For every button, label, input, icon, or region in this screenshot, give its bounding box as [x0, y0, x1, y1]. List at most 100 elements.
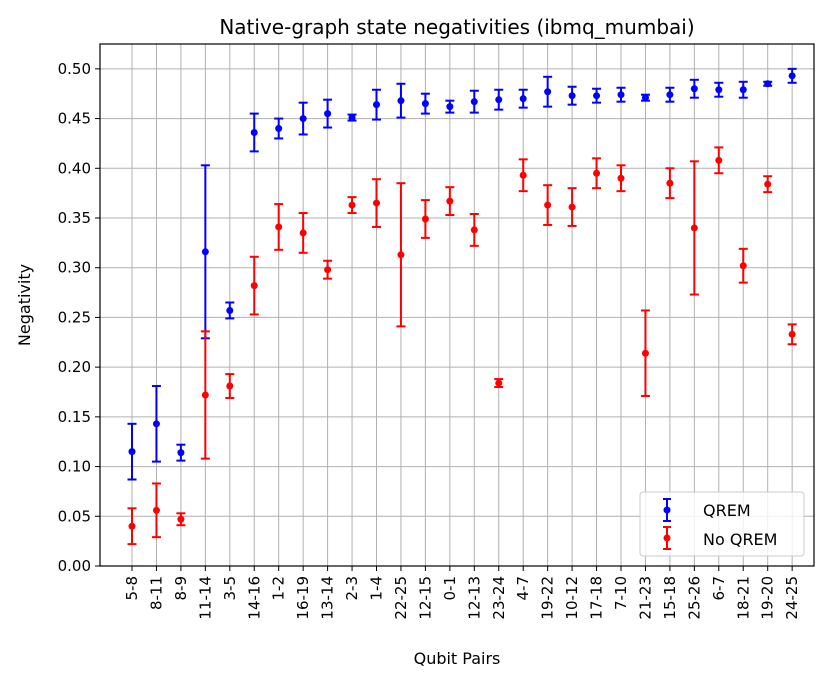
x-tick-label: 22-25 [392, 576, 410, 620]
data-point [568, 203, 576, 211]
x-tick-label: 8-11 [147, 576, 165, 610]
x-tick-label: 17-18 [588, 576, 606, 620]
x-tick-label: 12-13 [465, 576, 483, 620]
gridlines [100, 44, 814, 567]
data-point [739, 262, 747, 270]
data-point [373, 101, 380, 109]
data-point [152, 420, 160, 428]
data-point [641, 94, 649, 102]
data-point [764, 180, 772, 188]
x-tick-label: 6-7 [710, 576, 728, 601]
chart-title: Native-graph state negativities (ibmq_mu… [219, 15, 694, 39]
legend-entry-qrem: QREM [663, 498, 751, 522]
data-point [617, 174, 625, 182]
data-point [177, 449, 185, 457]
x-tick-label: 13-14 [319, 576, 337, 620]
data-point [568, 92, 576, 100]
legend-qrem-marker [663, 506, 671, 514]
x-tick-label: 0-1 [441, 576, 459, 601]
series-qrem [127, 67, 797, 481]
data-point [690, 224, 698, 232]
x-tick-label: 11-14 [196, 576, 214, 620]
data-point [201, 391, 209, 399]
data-point [666, 179, 674, 187]
x-tick-label: 2-3 [343, 576, 361, 601]
data-point [226, 306, 234, 314]
data-point [641, 349, 649, 357]
x-tick-label: 14-16 [245, 576, 263, 620]
x-axis: 5-8 8-11 8-9 11-14 3-5 14-16 1-2 16-19 13-14 2-3 1… [123, 566, 801, 620]
y-tick-label: 0.00 [58, 557, 91, 575]
data-point [666, 91, 674, 99]
y-tick-label: 0.10 [58, 458, 91, 476]
x-tick-label: 24-25 [783, 576, 801, 620]
data-point [715, 156, 723, 164]
data-point [348, 201, 356, 209]
legend-no-qrem-marker [663, 534, 671, 542]
data-point [715, 86, 723, 94]
x-tick-label: 21-23 [636, 576, 654, 620]
series-no-qrem [127, 146, 797, 546]
data-point [446, 197, 454, 205]
y-tick-label: 0.15 [58, 408, 91, 426]
data-point [373, 199, 380, 207]
x-tick-label: 1-4 [368, 576, 386, 601]
data-point [275, 125, 283, 133]
y-tick-label: 0.30 [58, 259, 91, 277]
data-point [324, 110, 332, 118]
x-tick-label: 19-20 [759, 576, 777, 620]
data-point [739, 86, 747, 94]
legend-no-qrem-label: No QREM [703, 530, 777, 549]
data-point [397, 251, 405, 259]
x-tick-label: 10-12 [563, 576, 581, 620]
data-point [324, 266, 332, 274]
data-point [299, 115, 307, 123]
y-axis-label: Negativity [15, 264, 34, 346]
legend-entry-no-qrem: No QREM [663, 526, 777, 550]
x-tick-label: 16-19 [294, 576, 312, 620]
plot-frame [99, 43, 815, 567]
data-point [128, 448, 136, 456]
data-point [519, 95, 527, 103]
data-point [495, 379, 503, 387]
y-tick-label: 0.05 [58, 507, 91, 525]
data-point [177, 515, 185, 523]
data-point [348, 114, 356, 122]
x-tick-label: 12-15 [416, 576, 434, 620]
data-point [788, 330, 796, 338]
data-point [299, 229, 307, 237]
data-point [128, 522, 136, 530]
x-tick-label: 4-7 [514, 576, 532, 601]
data-point [495, 96, 503, 104]
x-tick-label: 18-21 [734, 576, 752, 620]
data-point [764, 80, 772, 88]
data-point [421, 215, 429, 223]
data-point [593, 92, 601, 100]
x-tick-label: 8-9 [172, 576, 190, 601]
x-tick-label: 25-26 [685, 576, 703, 620]
y-tick-label: 0.50 [58, 60, 91, 78]
x-tick-label: 19-22 [539, 576, 557, 620]
data-point [250, 128, 258, 136]
x-axis-label: Qubit Pairs [414, 649, 501, 668]
data-point [446, 103, 454, 111]
y-tick-label: 0.40 [58, 159, 91, 177]
y-tick-label: 0.25 [58, 308, 91, 326]
y-axis: 0.00 0.05 0.10 0.15 0.20 0.25 0.30 0.35 0.40 0.45… [58, 60, 100, 575]
data-point [226, 382, 234, 390]
data-point [275, 223, 283, 231]
x-tick-label: 23-24 [490, 576, 508, 620]
legend-box [639, 491, 805, 557]
data-point [519, 171, 527, 179]
legend-qrem-label: QREM [703, 501, 751, 520]
data-point [593, 169, 601, 177]
data-point [250, 282, 258, 290]
data-point [788, 72, 796, 80]
y-tick-label: 0.20 [58, 358, 91, 376]
data-point [470, 98, 478, 106]
legend: QREM No QREM [639, 491, 805, 557]
data-point [617, 91, 625, 99]
x-tick-label: 5-8 [123, 576, 141, 601]
x-tick-label: 3-5 [221, 576, 239, 601]
